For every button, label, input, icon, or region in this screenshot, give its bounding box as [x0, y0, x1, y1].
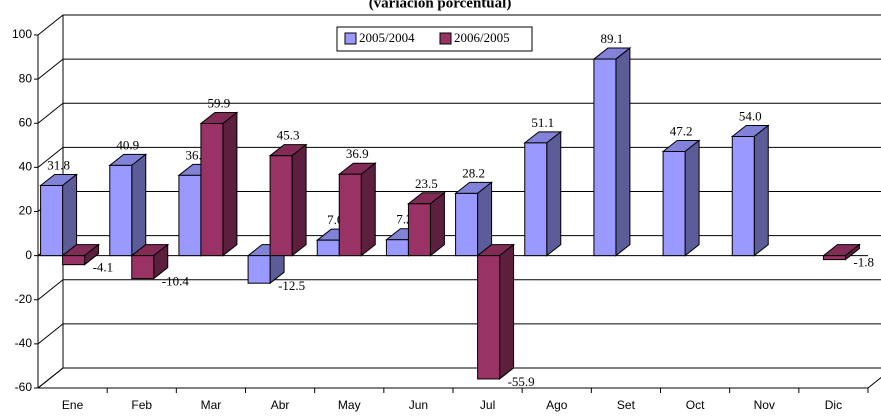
y-tick-label: -60: [15, 380, 33, 394]
data-label: 51.1: [531, 115, 554, 130]
grid-line: [37, 14, 64, 36]
bar-group: [108, 153, 148, 257]
bar-side: [477, 181, 493, 257]
bar: [178, 174, 202, 257]
y-tick-label: 80: [19, 71, 33, 85]
data-label: -10.4: [162, 274, 190, 289]
bar-group: [337, 162, 377, 257]
legend-swatch: [344, 32, 357, 45]
y-tick-label: -20: [15, 292, 33, 306]
data-label: -1.8: [853, 255, 874, 270]
axis: [867, 376, 881, 389]
bar-group: [523, 130, 563, 257]
x-tick-label: Jul: [480, 398, 495, 412]
grid-line: [37, 323, 64, 345]
bar-group: [592, 47, 632, 257]
data-label: 89.1: [601, 31, 624, 46]
bar-side: [753, 124, 769, 257]
x-tick-label: Nov: [754, 398, 775, 412]
bar-side: [222, 111, 238, 257]
bar-group: [39, 173, 79, 257]
bar: [109, 164, 133, 257]
data-label: 40.9: [116, 137, 139, 152]
legend-box: [336, 26, 533, 52]
bar: [316, 239, 340, 257]
bar-group: [130, 243, 170, 280]
y-tick-label: 100: [12, 27, 32, 41]
bar: [385, 239, 409, 257]
bar-group: [268, 143, 308, 257]
bar-side: [429, 191, 445, 257]
bar: [593, 58, 617, 257]
bar-side: [684, 139, 700, 257]
bar: [269, 155, 293, 257]
bar-side: [62, 173, 78, 257]
x-tick-label: Dic: [825, 398, 842, 412]
grid-line: [37, 102, 64, 124]
x-tick-label: May: [338, 398, 361, 412]
bar: [477, 255, 501, 380]
bar: [62, 255, 86, 266]
bar-group: [730, 124, 770, 257]
data-label: -4.1: [93, 260, 114, 275]
x-tick-label: Jun: [409, 398, 428, 412]
y-tick-label: 20: [19, 204, 33, 218]
y-tick-label: 60: [19, 115, 33, 129]
bar-side: [546, 130, 562, 257]
x-tick-label: Mar: [201, 398, 222, 412]
y-tick-label: -40: [15, 336, 33, 350]
legend-label: 2005/2004: [359, 30, 415, 45]
x-tick-label: Feb: [131, 398, 152, 412]
data-label: 36.9: [346, 146, 369, 161]
bar-group: [821, 243, 861, 261]
data-label: -12.5: [278, 278, 305, 293]
bar-group: [661, 139, 701, 257]
bar: [662, 150, 686, 257]
data-label: -55.9: [508, 374, 535, 389]
bar: [407, 203, 431, 257]
bar-side: [499, 243, 515, 380]
y-tick-label: 0: [25, 248, 32, 262]
bar-side: [615, 47, 631, 257]
data-label: 28.2: [462, 165, 485, 180]
bar-group: [454, 181, 494, 257]
x-tick-label: Ene: [62, 398, 84, 412]
bar: [731, 135, 755, 257]
legend-label: 2006/2005: [454, 30, 510, 45]
data-label: 54.0: [739, 108, 762, 123]
bar: [131, 255, 155, 280]
x-tick-label: Abr: [271, 398, 290, 412]
grid-line: [37, 279, 64, 301]
data-label: 45.3: [277, 128, 300, 143]
bar-side: [291, 143, 307, 257]
legend-swatch: [439, 32, 452, 45]
bar-group: [476, 243, 516, 380]
grid-line: [37, 367, 64, 389]
x-tick-label: Set: [617, 398, 636, 412]
data-label: 31.8: [47, 157, 70, 172]
data-label: 23.5: [415, 176, 438, 191]
x-tick-label: Oct: [686, 398, 705, 412]
x-tick-label: Ago: [546, 398, 568, 412]
grid-line: [37, 58, 64, 80]
legend: 2005/2004 2006/2005: [336, 26, 533, 52]
bar: [455, 192, 479, 257]
bar-group: [406, 191, 446, 257]
bar-group: [61, 243, 101, 266]
data-label: 47.2: [670, 123, 693, 138]
y-tick-label: 40: [19, 160, 33, 174]
bar: [338, 173, 362, 257]
bar: [200, 122, 224, 257]
bar: [822, 255, 846, 261]
bar: [524, 142, 548, 257]
bar: [247, 255, 271, 284]
bar-group: [199, 111, 239, 257]
chart-title: (variación porcentual): [369, 0, 512, 11]
bar-side: [360, 162, 376, 257]
grid-line: [37, 146, 64, 168]
bar-side: [131, 153, 147, 257]
bar: [40, 184, 64, 257]
data-label: 59.9: [208, 95, 231, 110]
